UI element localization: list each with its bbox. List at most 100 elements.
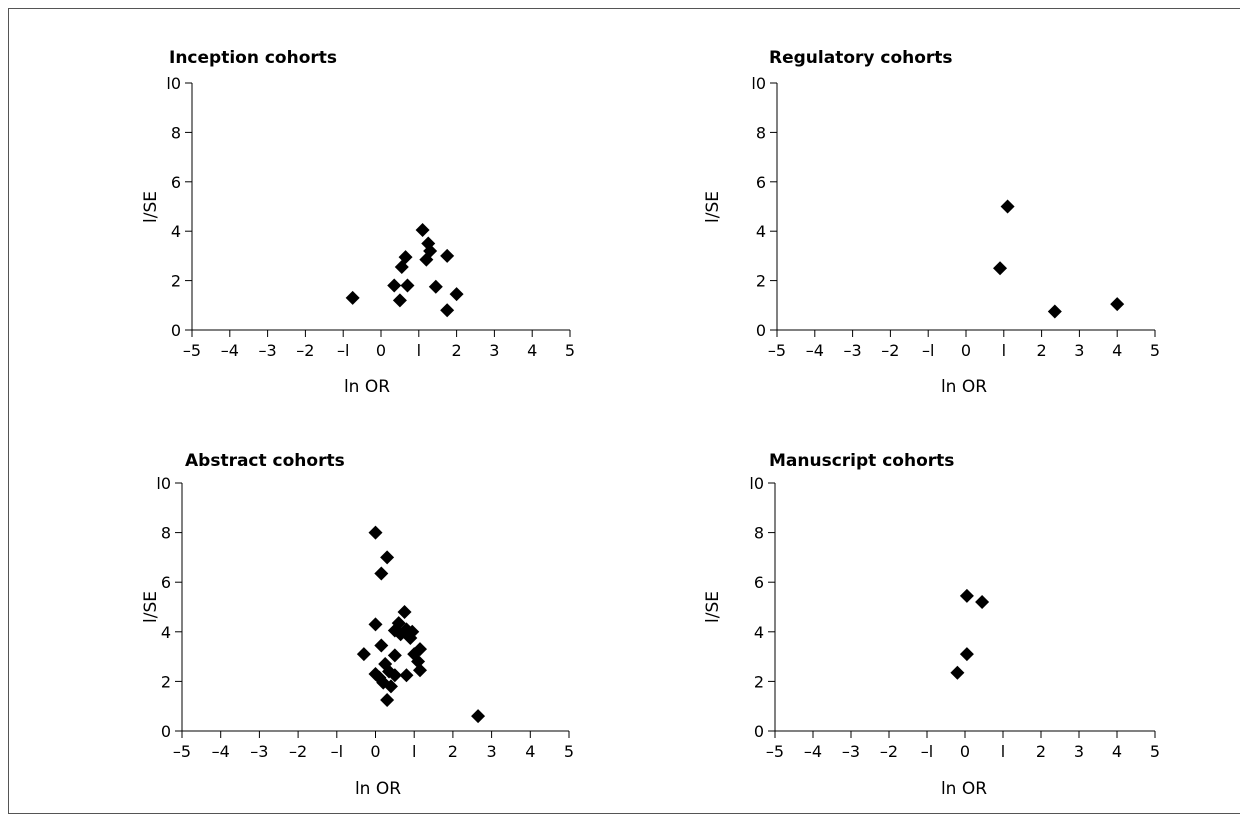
- y-tick-label: 6: [754, 573, 764, 592]
- x-tick-label: –5: [183, 341, 201, 360]
- data-point: [392, 293, 407, 308]
- x-tick-label: –5: [768, 341, 786, 360]
- x-tick-label: –l: [922, 341, 934, 360]
- x-tick-label: 5: [1150, 742, 1160, 761]
- x-tick-label: –5: [766, 742, 784, 761]
- y-tick-label: 6: [171, 173, 181, 192]
- panel-title: Manuscript cohorts: [769, 451, 954, 471]
- y-tick-label: l0: [156, 474, 171, 493]
- x-tick-label: –2: [289, 742, 307, 761]
- figure-frame: [8, 8, 1240, 814]
- y-tick-label: l0: [749, 474, 764, 493]
- data-point: [471, 709, 486, 724]
- y-tick-label: 0: [161, 722, 171, 741]
- data-point: [400, 278, 415, 293]
- x-tick-label: 3: [487, 742, 497, 761]
- x-tick-label: 4: [527, 341, 537, 360]
- x-tick-label: –2: [296, 341, 314, 360]
- panel-title: Regulatory cohorts: [769, 48, 953, 68]
- panel-title: Abstract cohorts: [185, 451, 345, 471]
- x-tick-label: –l: [331, 742, 343, 761]
- data-point: [387, 648, 402, 663]
- y-axis-label: l/SE: [141, 191, 161, 223]
- data-point: [380, 693, 395, 707]
- x-tick-label: 5: [1150, 341, 1160, 360]
- x-tick-label: l: [1001, 742, 1005, 761]
- x-axis-label: ln OR: [355, 779, 401, 799]
- y-tick-label: 0: [756, 321, 766, 340]
- x-tick-label: 2: [1036, 742, 1046, 761]
- x-tick-label: 0: [376, 341, 386, 360]
- y-tick-label: l0: [166, 74, 181, 93]
- x-tick-label: 5: [565, 341, 575, 360]
- y-tick-label: 4: [161, 623, 171, 642]
- x-tick-label: 2: [1037, 341, 1047, 360]
- y-tick-label: 0: [171, 321, 181, 340]
- x-tick-label: 2: [448, 742, 458, 761]
- y-tick-label: 2: [161, 672, 171, 691]
- data-point: [374, 566, 389, 581]
- data-point: [993, 261, 1008, 276]
- x-tick-label: –3: [844, 341, 862, 360]
- y-tick-label: 6: [161, 573, 171, 592]
- data-point: [1047, 304, 1062, 319]
- y-tick-label: l0: [751, 74, 766, 93]
- data-point: [428, 279, 443, 294]
- x-tick-label: 4: [1112, 341, 1122, 360]
- data-point: [413, 663, 428, 678]
- data-point: [413, 642, 428, 657]
- y-tick-label: 8: [754, 524, 764, 543]
- x-tick-label: 3: [1074, 742, 1084, 761]
- data-point: [415, 222, 430, 237]
- data-point: [368, 525, 383, 540]
- y-axis-label: l/SE: [703, 591, 723, 623]
- data-point: [383, 679, 398, 694]
- y-tick-label: 4: [171, 222, 181, 241]
- y-tick-label: 2: [756, 272, 766, 291]
- panel-title: Inception cohorts: [169, 48, 337, 68]
- y-axis-label: l/SE: [703, 191, 723, 223]
- x-tick-label: l: [1002, 341, 1006, 360]
- data-point: [374, 638, 389, 653]
- y-tick-label: 4: [754, 623, 764, 642]
- x-tick-label: 4: [525, 742, 535, 761]
- x-tick-label: –2: [881, 341, 899, 360]
- data-point: [959, 588, 974, 603]
- data-point: [345, 290, 360, 305]
- x-axis-label: ln OR: [344, 377, 390, 397]
- y-tick-label: 0: [754, 722, 764, 741]
- y-tick-label: 6: [756, 173, 766, 192]
- data-point: [356, 647, 371, 662]
- data-point: [397, 604, 412, 619]
- x-axis-label: ln OR: [941, 377, 987, 397]
- x-tick-label: 3: [489, 341, 499, 360]
- data-point: [387, 278, 402, 293]
- x-tick-label: –4: [806, 341, 824, 360]
- data-point: [440, 303, 455, 318]
- y-tick-label: 4: [756, 222, 766, 241]
- y-tick-label: 2: [171, 272, 181, 291]
- x-tick-label: l: [417, 341, 421, 360]
- y-tick-label: 8: [756, 123, 766, 142]
- x-tick-label: –5: [173, 742, 191, 761]
- data-point: [950, 665, 965, 680]
- data-point: [387, 668, 402, 683]
- x-tick-label: –2: [880, 742, 898, 761]
- x-tick-label: –3: [250, 742, 268, 761]
- x-tick-label: 5: [564, 742, 574, 761]
- x-tick-label: –l: [337, 341, 349, 360]
- data-point: [368, 617, 383, 632]
- x-axis-label: ln OR: [941, 779, 987, 799]
- data-point: [1110, 297, 1125, 312]
- x-tick-label: –3: [259, 341, 277, 360]
- data-point: [405, 624, 420, 639]
- data-point: [1000, 199, 1015, 214]
- x-tick-label: –3: [842, 742, 860, 761]
- y-tick-label: 2: [754, 672, 764, 691]
- data-point: [975, 595, 990, 610]
- data-point: [440, 248, 455, 263]
- data-point: [449, 287, 464, 302]
- x-tick-label: 2: [452, 341, 462, 360]
- x-tick-label: –4: [804, 742, 822, 761]
